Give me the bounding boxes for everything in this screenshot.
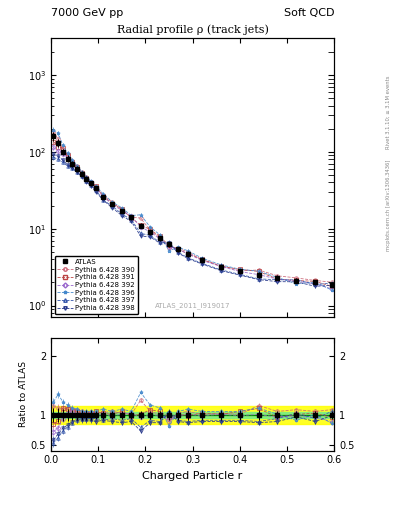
Bar (51, 412, 334, 418)
Y-axis label: Ratio to ATLAS: Ratio to ATLAS (19, 361, 28, 427)
X-axis label: Charged Particle r: Charged Particle r (142, 471, 243, 481)
Text: Soft QCD: Soft QCD (284, 8, 334, 18)
Text: 7000 GeV pp: 7000 GeV pp (51, 8, 123, 18)
Text: Rivet 3.1.10; ≥ 3.1M events: Rivet 3.1.10; ≥ 3.1M events (386, 76, 391, 150)
Bar (51, 406, 334, 424)
Text: mcplots.cern.ch [arXiv:1306.3436]: mcplots.cern.ch [arXiv:1306.3436] (386, 159, 391, 250)
Legend: ATLAS, Pythia 6.428 390, Pythia 6.428 391, Pythia 6.428 392, Pythia 6.428 396, P: ATLAS, Pythia 6.428 390, Pythia 6.428 39… (55, 256, 138, 314)
Text: ATLAS_2011_I919017: ATLAS_2011_I919017 (155, 302, 230, 309)
Title: Radial profile ρ (track jets): Radial profile ρ (track jets) (117, 24, 268, 35)
